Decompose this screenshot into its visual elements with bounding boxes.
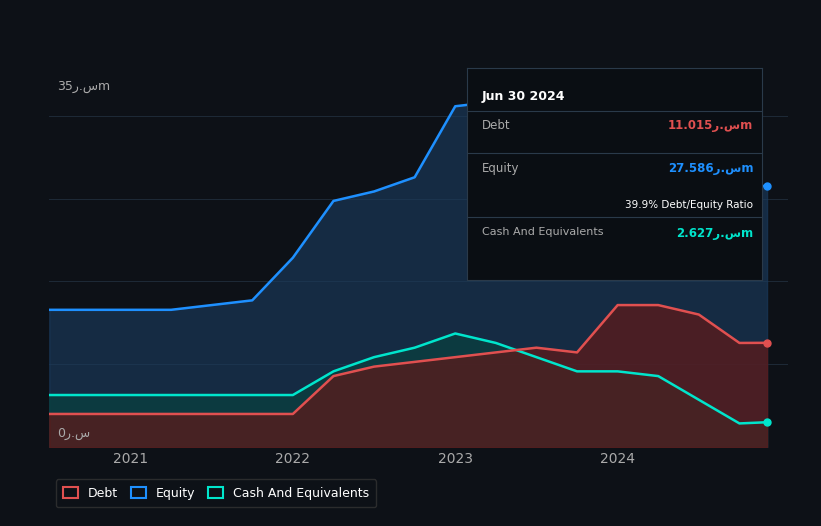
Text: 27.586ر.سm: 27.586ر.سm [668,161,754,175]
Text: 11.015ر.سm: 11.015ر.سm [668,119,754,132]
Text: Jun 30 2024: Jun 30 2024 [481,89,565,103]
Text: Cash And Equivalents: Cash And Equivalents [481,227,603,237]
Text: Equity: Equity [481,161,519,175]
Text: 35ر.سm: 35ر.سm [57,80,110,93]
Text: Debt: Debt [481,119,510,132]
Text: 2.627ر.سm: 2.627ر.سm [677,227,754,240]
Text: 0ر.س: 0ر.س [57,427,89,440]
Text: 39.9% Debt/Equity Ratio: 39.9% Debt/Equity Ratio [626,200,754,210]
Legend: Debt, Equity, Cash And Equivalents: Debt, Equity, Cash And Equivalents [56,479,376,507]
